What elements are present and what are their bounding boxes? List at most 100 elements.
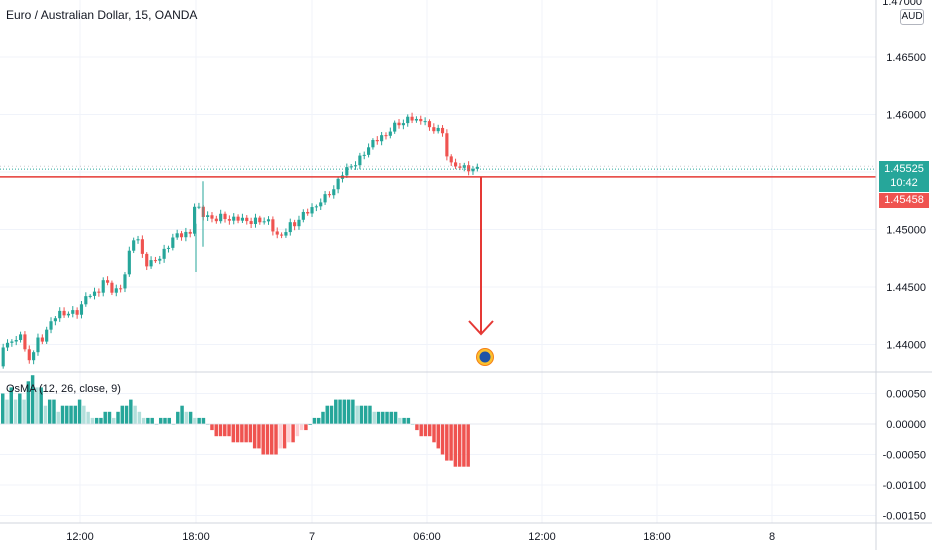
candle-body [280,234,284,236]
osma-bar [201,417,206,424]
osma-bar [342,399,347,424]
osma-bar [141,417,146,424]
candle-countdown: 10:42 [890,177,918,189]
osma-bar [351,399,355,424]
osma-bar [410,424,415,425]
candle-body [145,253,149,267]
osma-bar [5,399,9,424]
time-tick-label: 18:00 [643,531,671,543]
osma-bar [270,424,274,455]
osma-bar [205,424,210,425]
time-tick-label: 7 [309,531,315,543]
osma-bar [359,405,364,424]
time-tick-label: 18:00 [182,531,210,543]
candle-body [75,310,79,315]
price-tick-label: 1.45000 [886,225,926,237]
osma-bar [47,399,52,424]
osma-bar [227,424,231,437]
osma-bar [163,417,167,424]
osma-bar [368,405,372,424]
osma-bar [184,411,189,424]
candle-body [223,213,227,220]
osma-bar [372,411,376,424]
candle-body [319,202,323,207]
candle-body [101,280,105,293]
osma-bar [287,424,291,443]
osma-bar [82,405,86,424]
osma-bar [146,417,150,424]
osma-bar [462,424,466,467]
osma-tick-label: -0.00150 [883,511,926,523]
osma-bar [257,424,261,449]
osma-indicator-title[interactable]: OsMA (12, 26, close, 9) [6,383,121,395]
osma-bar [316,417,321,424]
osma-bar [65,405,69,424]
candle-body [306,211,310,214]
symbol-title[interactable]: Euro / Australian Dollar, 15, OANDA [6,8,198,22]
candle-body [58,310,62,319]
candle-body [197,206,201,208]
candle-body [397,122,401,126]
candle-body [266,219,271,222]
osma-bar [167,417,171,424]
candle-body [232,216,236,221]
candle-body [79,304,84,315]
candles-layer [1,112,479,369]
candle-body [353,165,358,167]
candle-body [467,165,471,172]
osma-tick-label: -0.00050 [883,450,926,462]
osma-bar [210,424,214,431]
candle-body [36,337,40,353]
osma-bar [124,405,129,424]
candle-body [401,123,405,126]
osma-tick-label: -0.00100 [883,480,926,492]
osma-bar [381,411,385,424]
osma-bar [265,424,270,455]
osma-bar [112,417,116,424]
candle-body [249,221,253,225]
osma-bar [240,424,244,443]
osma-bar [385,411,389,424]
candle-body [127,250,131,275]
candle-body [258,217,262,223]
osma-bar [107,411,112,424]
candle-body [1,347,5,367]
candle-body [297,219,301,227]
osma-bar [13,399,18,424]
candle-body [471,168,475,172]
osma-bar [291,424,295,443]
osma-bar [86,411,90,424]
candle-body [136,239,140,241]
currency-tag[interactable]: AUD [900,9,924,25]
candle-body [219,213,223,222]
candle-body [40,337,44,342]
osma-bar [393,411,398,424]
osma-bar [56,411,60,424]
osma-bar [223,424,227,437]
osma-bar [329,405,334,424]
candle-body [140,239,144,254]
candle-body [284,232,288,236]
candle-body [84,296,88,305]
time-tick-label: 06:00 [413,531,441,543]
horizontal-line-badge: 1.45458 [879,193,929,208]
osma-bar [214,424,218,437]
candle-body [188,231,192,234]
candle-body [345,167,349,176]
candle-body [367,147,371,155]
osma-bar [406,417,411,424]
candle-body [14,340,18,342]
candle-body [323,194,327,203]
candle-body [310,207,314,214]
osma-bar [457,424,462,467]
osma-bar [103,411,107,424]
last-price-badge: 1.45525 10:42 [879,161,929,192]
candle-body [423,121,427,123]
price-tick-label: 1.46500 [886,52,926,64]
osma-bar [346,399,351,424]
osma-bar [261,424,265,455]
time-tick-label: 12:00 [528,531,556,543]
osma-bar [197,417,201,424]
